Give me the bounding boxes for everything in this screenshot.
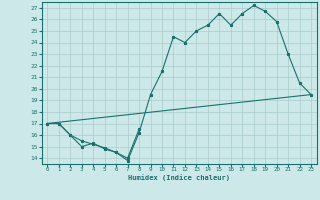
X-axis label: Humidex (Indice chaleur): Humidex (Indice chaleur) — [128, 174, 230, 181]
